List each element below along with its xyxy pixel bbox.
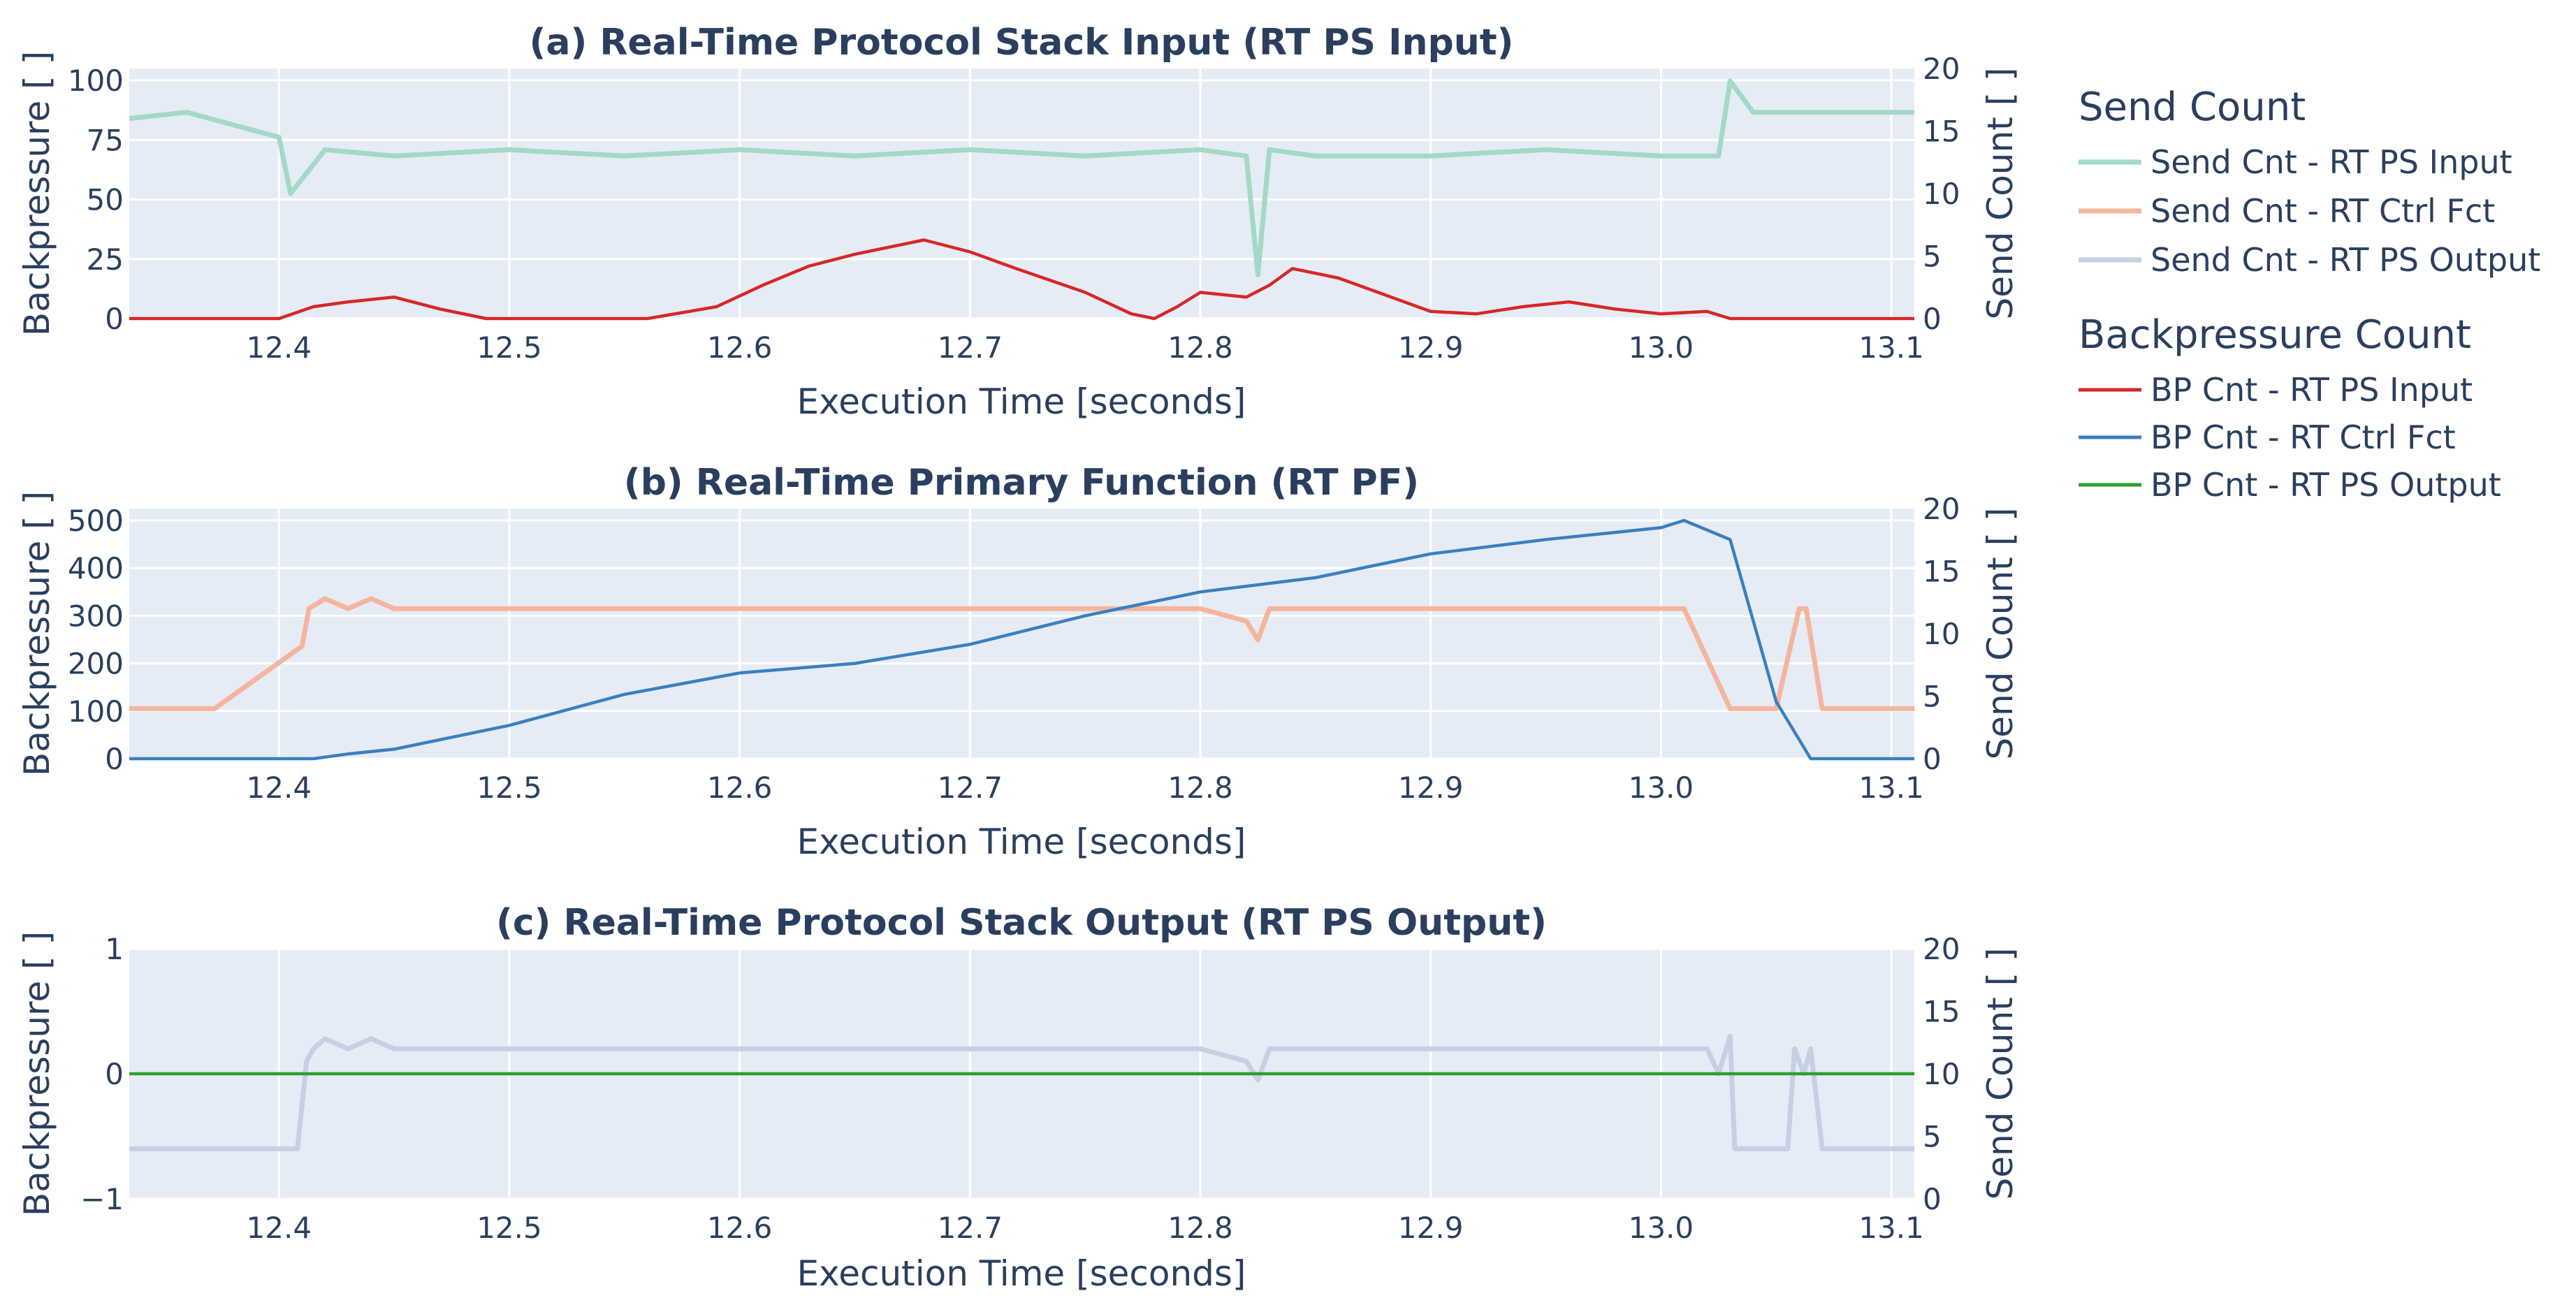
- y-tick-label: 75: [87, 123, 124, 157]
- legend-bp-item-1[interactable]: BP Cnt - RT Ctrl Fct: [2079, 418, 2456, 456]
- y-tick-label: 200: [68, 647, 124, 681]
- panel-a-y2-axis-title: Send Count [ ]: [1980, 67, 2021, 319]
- panel-a-grid: [129, 68, 1914, 320]
- panel-a-y-axis-title: Backpressure [ ]: [17, 51, 57, 336]
- x-tick-label: 13.0: [1629, 1211, 1694, 1245]
- y2-tick-label: 0: [1923, 742, 1942, 776]
- panel-a-x-axis-title: Execution Time [seconds]: [797, 381, 1246, 422]
- x-tick-label: 12.5: [476, 1211, 542, 1245]
- y2-tick-label: 10: [1923, 1057, 1960, 1091]
- panel-c-x-axis-title: Execution Time [seconds]: [797, 1253, 1246, 1294]
- x-tick-label: 12.4: [247, 330, 312, 365]
- x-tick-label: 13.1: [1858, 330, 1924, 365]
- legend-group-title-backpressure: Backpressure Count: [2079, 312, 2471, 358]
- panel-a-title: (a) Real-Time Protocol Stack Input (RT P…: [530, 22, 1514, 64]
- legend-send-item-2[interactable]: Send Cnt - RT PS Output: [2079, 241, 2540, 279]
- x-tick-label: 12.7: [938, 1211, 1003, 1245]
- legend: Send Count Send Cnt - RT PS Input Send C…: [2079, 85, 2540, 504]
- y-tick-label: 25: [87, 242, 124, 277]
- x-tick-label: 12.6: [707, 330, 773, 365]
- x-tick-label: 13.1: [1858, 771, 1924, 805]
- legend-label: Send Cnt - RT PS Output: [2151, 241, 2540, 279]
- panel-c-y2-axis-title: Send Count [ ]: [1980, 947, 2021, 1200]
- panel-a-ticks: 12.4 12.5 12.6 12.7 12.8 12.9 13.0 13.102550751…: [68, 52, 1960, 365]
- y2-tick-label: 5: [1923, 680, 1942, 714]
- y2-tick-label: 0: [1923, 302, 1942, 336]
- y2-tick-label: 10: [1923, 177, 1960, 211]
- legend-label: BP Cnt - RT PS Output: [2151, 466, 2501, 504]
- panel-a-lines: [129, 78, 1914, 321]
- y2-tick-label: 20: [1923, 932, 1960, 966]
- y2-tick-label: 5: [1923, 240, 1942, 274]
- y-tick-label: 100: [68, 694, 124, 729]
- x-tick-label: 12.9: [1398, 771, 1464, 805]
- y2-tick-label: 20: [1923, 52, 1960, 86]
- panel-b-y-axis-title: Backpressure [ ]: [17, 491, 57, 776]
- panel-c-y-axis-title: Backpressure [ ]: [17, 931, 57, 1216]
- y-tick-label: −1: [80, 1182, 124, 1216]
- legend-bp-item-2[interactable]: BP Cnt - RT PS Output: [2079, 466, 2501, 504]
- panel-b-x-axis-title: Execution Time [seconds]: [797, 822, 1246, 862]
- x-tick-label: 12.8: [1167, 771, 1233, 805]
- y-tick-label: 300: [68, 599, 124, 633]
- x-tick-label: 12.6: [707, 1211, 773, 1245]
- x-tick-label: 12.8: [1167, 330, 1233, 365]
- series-line-bp-cnt-rt-ps-input: [129, 238, 1914, 321]
- panel-c-ticks: 12.4 12.5 12.6 12.7 12.8 12.9 13.0 13.1−1010510…: [80, 932, 1960, 1245]
- y2-tick-label: 5: [1923, 1120, 1942, 1154]
- panel-b-title: (b) Real-Time Primary Function (RT PF): [624, 462, 1419, 504]
- y-tick-label: 1: [105, 932, 124, 966]
- y-tick-label: 50: [87, 183, 124, 217]
- y2-tick-label: 10: [1923, 617, 1960, 651]
- legend-label: Send Cnt - RT Ctrl Fct: [2151, 192, 2495, 230]
- y2-tick-label: 15: [1923, 115, 1960, 149]
- x-tick-label: 13.0: [1629, 771, 1694, 805]
- x-tick-label: 12.7: [938, 771, 1003, 805]
- y-tick-label: 400: [68, 551, 124, 585]
- panel-a: 12.4 12.5 12.6 12.7 12.8 12.9 13.0 13.102550751…: [17, 22, 2021, 422]
- series-line-send-cnt-rt-ps-output: [129, 1033, 1914, 1151]
- panel-b-plot-area: [129, 509, 1914, 759]
- x-tick-label: 12.9: [1398, 1211, 1464, 1245]
- y2-tick-label: 20: [1923, 492, 1960, 526]
- y-tick-label: 100: [68, 64, 124, 98]
- y2-tick-label: 15: [1923, 995, 1960, 1029]
- legend-label: BP Cnt - RT Ctrl Fct: [2151, 418, 2456, 456]
- x-tick-label: 13.0: [1629, 330, 1694, 365]
- legend-bp-item-0[interactable]: BP Cnt - RT PS Input: [2079, 371, 2473, 409]
- y-tick-label: 0: [105, 302, 124, 336]
- y-tick-label: 0: [105, 1057, 124, 1091]
- series-line-send-cnt-rt-ps-input: [129, 78, 1914, 277]
- x-tick-label: 12.6: [707, 771, 773, 805]
- series-line-bp-cnt-rt-ctrl-fct: [129, 518, 1914, 761]
- x-tick-label: 12.5: [476, 330, 542, 365]
- x-tick-label: 12.4: [247, 1211, 312, 1245]
- panel-c-title: (c) Real-Time Protocol Stack Output (RT …: [496, 902, 1547, 944]
- y-tick-label: 500: [68, 504, 124, 538]
- x-tick-label: 12.5: [476, 771, 542, 805]
- legend-label: BP Cnt - RT PS Input: [2151, 371, 2473, 409]
- legend-label: Send Cnt - RT PS Input: [2151, 143, 2512, 181]
- panel-b-ticks: 12.4 12.5 12.6 12.7 12.8 12.9 13.0 13.101002003…: [68, 492, 1960, 805]
- panel-b: 12.4 12.5 12.6 12.7 12.8 12.9 13.0 13.101002003…: [17, 462, 2021, 862]
- x-tick-label: 12.8: [1167, 1211, 1233, 1245]
- panel-b-y2-axis-title: Send Count [ ]: [1980, 507, 2021, 759]
- y-tick-label: 0: [105, 742, 124, 776]
- panel-b-lines: [129, 518, 1914, 761]
- x-tick-label: 12.4: [247, 771, 312, 805]
- x-tick-label: 12.7: [938, 330, 1003, 365]
- series-line-send-cnt-rt-ctrl-fct: [129, 596, 1914, 711]
- panel-b-grid: [129, 509, 1914, 760]
- x-tick-label: 12.9: [1398, 330, 1464, 365]
- legend-group-title-send: Send Count: [2079, 85, 2306, 130]
- panel-c-lines: [129, 1033, 1914, 1151]
- y2-tick-label: 15: [1923, 555, 1960, 589]
- x-tick-label: 13.1: [1858, 1211, 1924, 1245]
- legend-send-item-1[interactable]: Send Cnt - RT Ctrl Fct: [2079, 192, 2495, 230]
- y2-tick-label: 0: [1923, 1182, 1942, 1216]
- legend-send-item-0[interactable]: Send Cnt - RT PS Input: [2079, 143, 2512, 181]
- panel-a-plot-area: [129, 68, 1914, 319]
- panel-c: 12.4 12.5 12.6 12.7 12.8 12.9 13.0 13.1−1010510…: [17, 902, 2021, 1294]
